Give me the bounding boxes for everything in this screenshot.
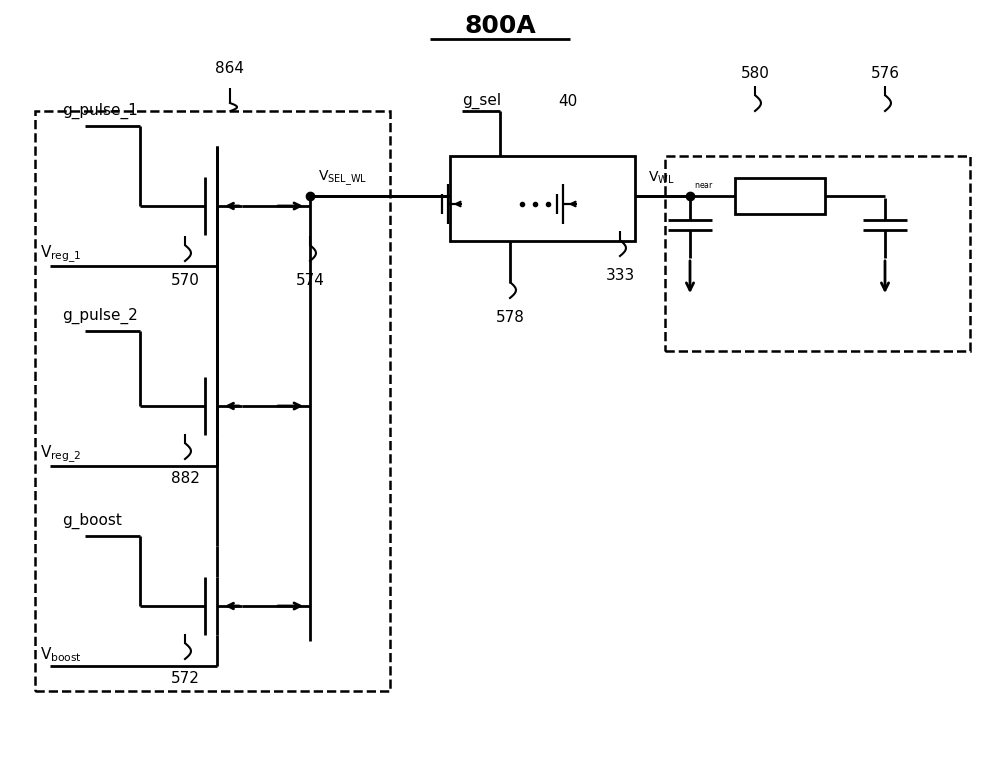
Text: $\mathregular{V_{WL}}$: $\mathregular{V_{WL}}$: [648, 170, 675, 186]
Text: 882: 882: [171, 471, 199, 486]
Text: $\mathregular{V_{reg\_1}}$: $\mathregular{V_{reg\_1}}$: [40, 244, 81, 265]
Text: g_sel: g_sel: [462, 93, 501, 109]
Text: 570: 570: [171, 273, 199, 288]
Text: 578: 578: [496, 310, 524, 325]
Text: $\mathregular{V_{SEL\_WL}}$: $\mathregular{V_{SEL\_WL}}$: [318, 168, 367, 188]
Text: 576: 576: [870, 65, 900, 81]
Text: g_pulse_2: g_pulse_2: [62, 308, 138, 324]
Text: 333: 333: [605, 268, 635, 283]
Text: 580: 580: [741, 65, 769, 81]
Text: 574: 574: [296, 273, 324, 288]
Text: 800A: 800A: [464, 14, 536, 38]
Text: g_boost: g_boost: [62, 513, 122, 529]
Text: $\mathregular{V_{reg\_2}}$: $\mathregular{V_{reg\_2}}$: [40, 444, 81, 465]
Bar: [665, 156, 970, 351]
Bar: [35, 111, 390, 691]
Text: $\mathregular{V_{boost}}$: $\mathregular{V_{boost}}$: [40, 645, 82, 664]
Text: $\mathregular{_{near}}$: $\mathregular{_{near}}$: [694, 181, 714, 191]
Bar: [450, 156, 635, 241]
Text: g_pulse_1: g_pulse_1: [62, 103, 138, 119]
Text: 864: 864: [215, 61, 244, 76]
Text: 572: 572: [171, 671, 199, 686]
Bar: [735, 178, 825, 214]
Text: 40: 40: [558, 94, 577, 109]
